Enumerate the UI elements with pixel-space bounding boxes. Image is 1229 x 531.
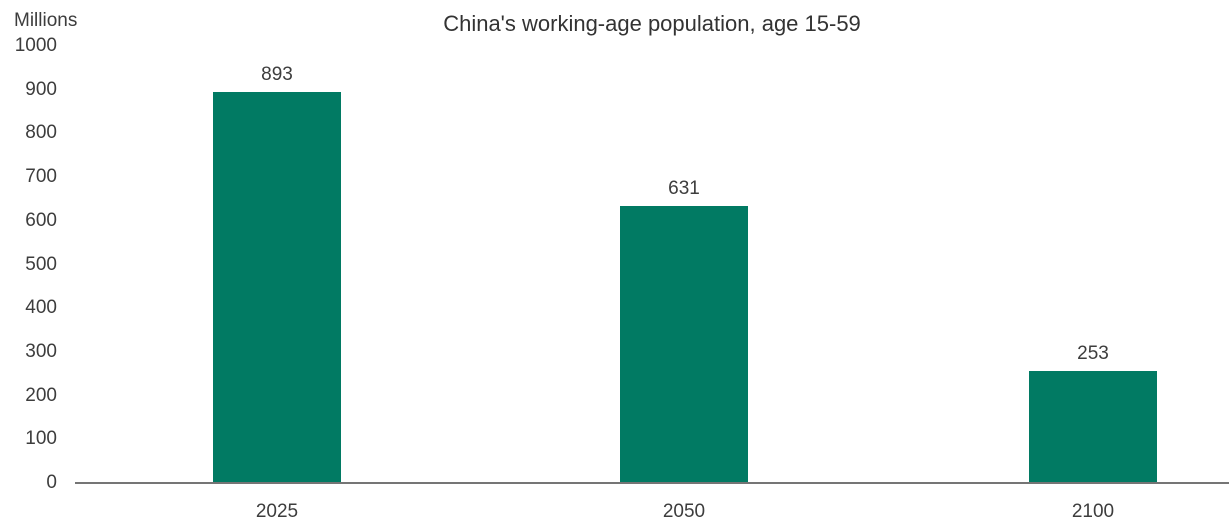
bar-2100 [1029, 371, 1157, 482]
y-axis-tick-label: 300 [25, 340, 57, 362]
y-axis-tick-label: 400 [25, 297, 57, 319]
bar-value-label: 893 [261, 64, 293, 85]
x-axis-tick-label: 2100 [1071, 501, 1115, 522]
y-axis-tick-label: 500 [25, 253, 57, 275]
y-axis-tick-label: 200 [25, 384, 57, 406]
bar-value-label: 631 [668, 178, 700, 199]
y-axis-tick-label: 900 [25, 78, 57, 100]
y-axis-tick-label: 1000 [14, 35, 57, 56]
x-axis-tick-label: 2025 [255, 501, 299, 522]
bar-2050 [620, 206, 748, 482]
y-axis-tick-label: 600 [25, 209, 57, 231]
y-axis-tick-label: 700 [25, 166, 57, 188]
bar-value-label: 253 [1077, 343, 1109, 364]
y-axis-tick-label: 800 [25, 122, 57, 144]
y-axis-unit-label: Millions [14, 10, 78, 31]
bar-2025 [213, 92, 341, 482]
x-axis-tick-label: 2050 [662, 501, 706, 522]
y-axis-tick-label: 0 [46, 472, 57, 493]
x-axis-line [75, 482, 1229, 484]
chart-title: China's working-age population, age 15-5… [443, 11, 861, 36]
y-axis-tick-label: 100 [25, 428, 57, 450]
